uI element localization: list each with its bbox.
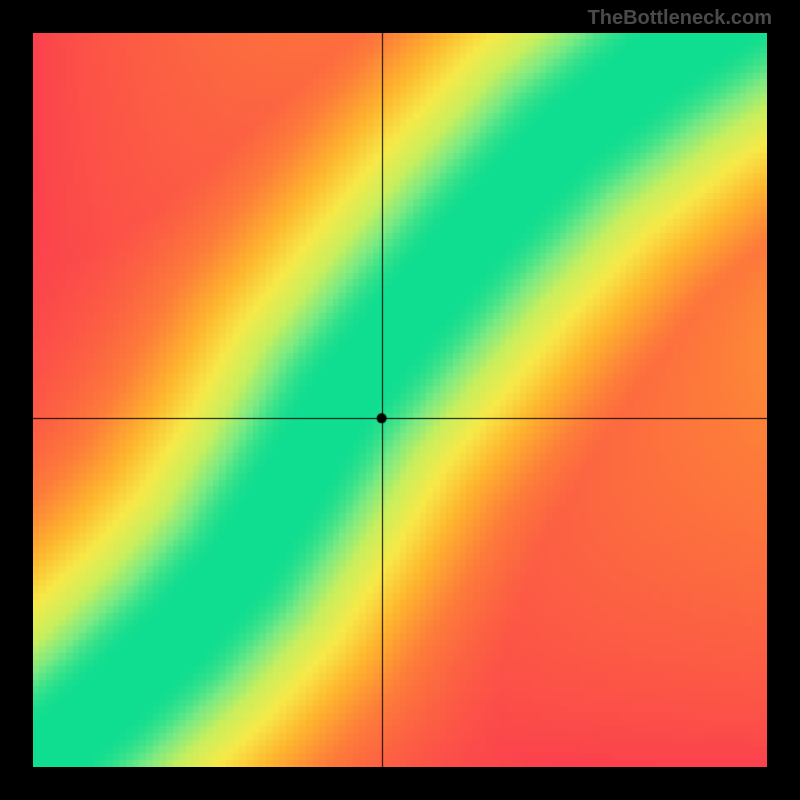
chart-container: TheBottleneck.com bbox=[0, 0, 800, 800]
bottleneck-heatmap bbox=[33, 33, 767, 767]
watermark-text: TheBottleneck.com bbox=[588, 7, 772, 30]
